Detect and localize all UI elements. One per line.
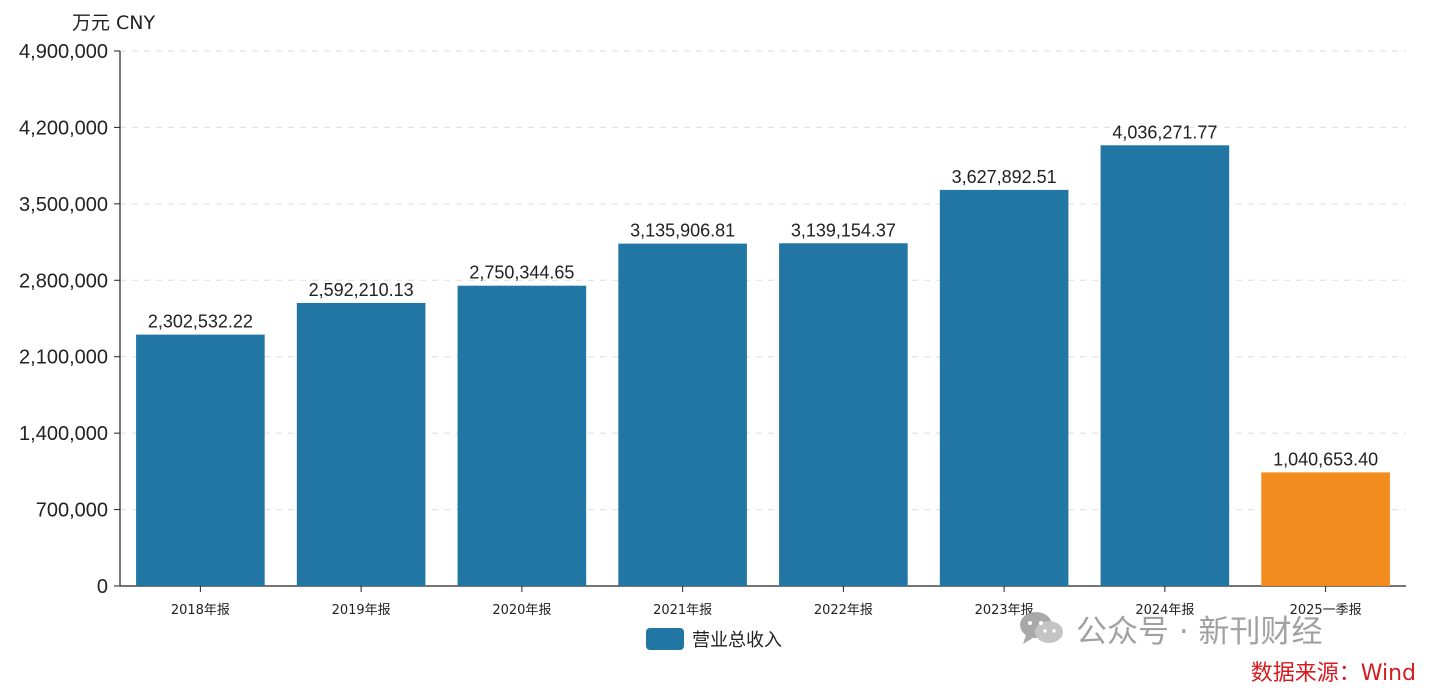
y-tick-label: 3,500,000 [19,194,108,216]
bar-value-label: 1,040,653.40 [1273,449,1378,469]
bar-1 [136,334,265,586]
legend-label: 营业总收入 [692,630,782,651]
x-tick-label: 2021年报 [653,603,712,618]
x-tick-label: 2025一季报 [1290,603,1362,618]
bar-value-label: 3,627,892.51 [952,167,1057,187]
legend: 营业总收入 [646,626,782,652]
y-tick-label: 4,200,000 [19,117,108,139]
x-tick-label: 2022年报 [814,603,873,618]
bar-value-label: 4,036,271.77 [1112,122,1217,142]
bar-value-label: 2,592,210.13 [309,280,414,300]
y-tick-label: 2,800,000 [19,270,108,292]
bar-8 [1261,472,1390,586]
y-tick-label: 2,100,000 [19,347,108,369]
x-tick-label: 2019年报 [332,603,391,618]
bar-5 [779,243,908,586]
x-tick-label: 2018年报 [171,603,230,618]
x-tick-label: 2020年报 [492,603,551,618]
watermark: 公众号 · 新刊财经 [1018,606,1323,651]
wechat-icon [1020,611,1063,644]
y-tick-label: 1,400,000 [19,423,108,445]
bar-value-label: 2,750,344.65 [469,263,574,283]
bar-6 [939,189,1069,586]
bar-7 [1100,145,1230,586]
bar-4 [618,243,747,586]
x-tick-label: 2023年报 [975,603,1034,618]
y-tick-label: 4,900,000 [19,41,108,63]
bar-2 [296,302,426,586]
bar-value-label: 3,139,154.37 [791,220,896,240]
y-tick-label: 700,000 [36,500,108,522]
bar-3 [457,285,587,586]
source-label: 数据来源：Wind [1250,661,1416,686]
watermark-text: 公众号 · 新刊财经 [1076,614,1323,650]
bar-value-label: 3,135,906.81 [630,221,735,241]
legend-swatch [646,628,684,650]
x-tick-label: 2024年报 [1135,603,1194,618]
y-axis-unit-label: 万元 CNY [72,12,156,34]
y-tick-label: 0 [97,576,108,598]
bar-value-label: 2,302,532.22 [148,312,253,332]
